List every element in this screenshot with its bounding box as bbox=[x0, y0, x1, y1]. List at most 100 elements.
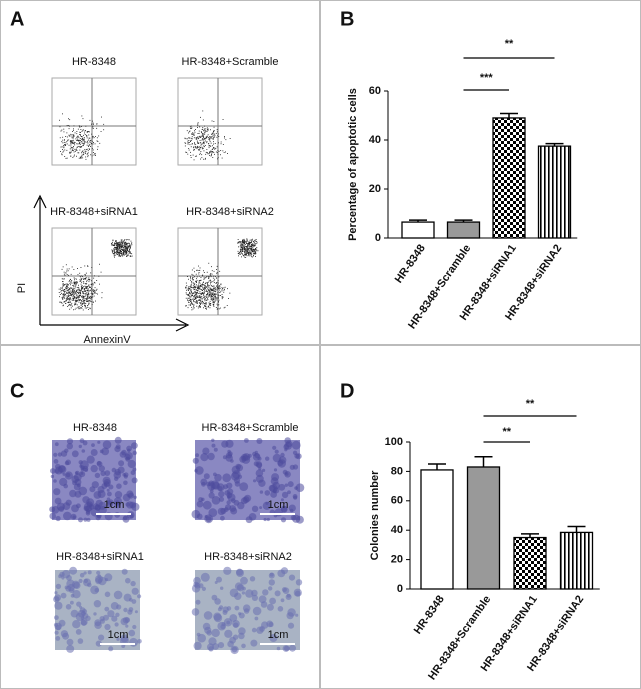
dot bbox=[72, 285, 74, 286]
dot bbox=[121, 239, 123, 241]
dot bbox=[70, 293, 72, 294]
pi-arrow bbox=[33, 194, 47, 325]
dot bbox=[216, 277, 217, 279]
dot bbox=[207, 285, 208, 287]
dot bbox=[244, 256, 246, 258]
dot bbox=[187, 289, 189, 291]
dot bbox=[64, 293, 66, 295]
dot bbox=[79, 295, 80, 296]
dot bbox=[198, 265, 199, 267]
cell bbox=[93, 600, 102, 608]
cell bbox=[137, 639, 142, 644]
dot bbox=[193, 293, 195, 294]
dot bbox=[187, 287, 189, 289]
cell bbox=[230, 472, 240, 481]
dot bbox=[87, 290, 89, 292]
dot bbox=[67, 285, 68, 287]
dot bbox=[80, 285, 82, 287]
dot bbox=[86, 288, 88, 289]
dot bbox=[80, 292, 81, 294]
dot bbox=[63, 271, 65, 273]
dot bbox=[76, 140, 78, 141]
cell bbox=[102, 476, 111, 485]
dot bbox=[78, 293, 79, 295]
dot bbox=[205, 128, 207, 130]
dot bbox=[131, 244, 133, 246]
dot bbox=[251, 256, 253, 258]
dot bbox=[252, 249, 254, 251]
cell bbox=[116, 604, 122, 610]
dot bbox=[242, 241, 244, 243]
dot bbox=[83, 293, 85, 295]
dot bbox=[194, 289, 196, 290]
dot bbox=[83, 143, 85, 145]
dot bbox=[186, 285, 188, 287]
dot bbox=[184, 145, 186, 147]
dot bbox=[88, 303, 90, 305]
dot bbox=[190, 298, 192, 300]
dot bbox=[196, 147, 198, 149]
dot bbox=[130, 253, 132, 254]
dot bbox=[244, 248, 246, 250]
dot bbox=[70, 298, 72, 300]
dot bbox=[191, 137, 193, 139]
dot bbox=[121, 241, 123, 243]
cell bbox=[125, 624, 129, 628]
dot bbox=[210, 136, 212, 138]
dot bbox=[203, 278, 205, 280]
dot bbox=[218, 299, 220, 301]
cell bbox=[236, 464, 244, 472]
dot bbox=[246, 254, 247, 255]
dot bbox=[199, 135, 201, 137]
dot bbox=[74, 286, 76, 288]
dot bbox=[80, 305, 82, 306]
dot bbox=[64, 149, 66, 151]
cell bbox=[251, 505, 259, 512]
cell bbox=[234, 605, 240, 611]
cell bbox=[61, 576, 65, 580]
dot bbox=[80, 295, 82, 297]
dot bbox=[85, 151, 87, 152]
cell bbox=[71, 450, 79, 458]
dot bbox=[89, 307, 91, 309]
dot bbox=[197, 133, 199, 134]
dot bbox=[63, 289, 65, 290]
dot bbox=[123, 243, 125, 245]
dot bbox=[211, 288, 212, 290]
dot bbox=[193, 299, 194, 301]
dot bbox=[250, 254, 252, 256]
cell bbox=[196, 500, 204, 508]
cell bbox=[54, 594, 62, 602]
dot bbox=[242, 242, 244, 244]
dot bbox=[229, 138, 231, 139]
dot bbox=[95, 289, 97, 291]
cell bbox=[280, 517, 287, 523]
dot bbox=[62, 283, 64, 284]
dot bbox=[213, 290, 215, 292]
dot bbox=[122, 253, 124, 255]
dot bbox=[200, 279, 202, 281]
dot bbox=[61, 293, 63, 294]
dot bbox=[65, 264, 67, 266]
dot bbox=[77, 289, 79, 291]
dot bbox=[77, 138, 79, 140]
dot bbox=[74, 292, 76, 294]
cell bbox=[83, 571, 87, 575]
dot bbox=[237, 250, 239, 252]
dot bbox=[255, 253, 257, 255]
dot bbox=[219, 289, 221, 291]
dot bbox=[195, 291, 197, 293]
cell bbox=[108, 646, 114, 652]
dot bbox=[245, 254, 247, 256]
dot bbox=[189, 298, 191, 300]
dot bbox=[212, 289, 213, 291]
dot bbox=[187, 143, 189, 145]
dot bbox=[197, 301, 198, 303]
dot bbox=[67, 283, 68, 285]
dot bbox=[90, 293, 92, 295]
dot bbox=[202, 293, 204, 294]
dot bbox=[188, 288, 190, 289]
dot bbox=[82, 118, 84, 120]
dot bbox=[185, 151, 187, 153]
dot bbox=[201, 293, 203, 295]
